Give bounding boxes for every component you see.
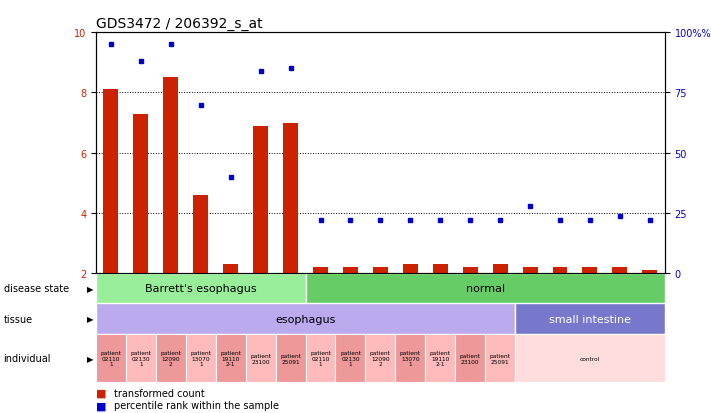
Text: individual: individual	[4, 353, 51, 363]
Bar	[425, 335, 455, 382]
Text: patient
02130
1: patient 02130 1	[340, 350, 361, 367]
Bar	[395, 335, 425, 382]
Bar	[104, 90, 119, 274]
Text: patient
19110
2-1: patient 19110 2-1	[220, 350, 241, 367]
Text: esophagus: esophagus	[275, 314, 336, 324]
Bar	[313, 268, 328, 274]
Text: ▶: ▶	[87, 354, 93, 363]
Bar	[306, 335, 336, 382]
Bar	[642, 271, 657, 274]
Bar	[126, 335, 156, 382]
Text: tissue: tissue	[4, 314, 33, 324]
Bar	[485, 335, 515, 382]
Text: disease state: disease state	[4, 284, 69, 294]
Bar	[463, 268, 478, 274]
Bar	[403, 265, 418, 274]
Bar	[612, 268, 627, 274]
Text: patient
12090
2: patient 12090 2	[161, 350, 181, 367]
Bar	[455, 335, 485, 382]
Bar	[493, 265, 508, 274]
Bar	[134, 114, 149, 274]
Bar	[306, 274, 665, 304]
Bar	[96, 274, 306, 304]
Bar	[343, 268, 358, 274]
Bar	[215, 335, 246, 382]
Bar	[582, 268, 597, 274]
Bar	[253, 126, 268, 274]
Bar	[96, 335, 126, 382]
Text: patient
13070
1: patient 13070 1	[191, 350, 211, 367]
Bar	[433, 265, 448, 274]
Text: percentile rank within the sample: percentile rank within the sample	[114, 400, 279, 410]
Text: patient
02110
1: patient 02110 1	[310, 350, 331, 367]
Bar	[515, 335, 665, 382]
Bar	[276, 335, 306, 382]
Bar	[373, 268, 388, 274]
Bar	[223, 265, 238, 274]
Text: patient
25091: patient 25091	[490, 353, 510, 364]
Text: GDS3472 / 206392_s_at: GDS3472 / 206392_s_at	[96, 17, 262, 31]
Text: control: control	[579, 356, 600, 361]
Bar	[193, 196, 208, 274]
Text: patient
23100: patient 23100	[250, 353, 271, 364]
Text: patient
13070
1: patient 13070 1	[400, 350, 421, 367]
Bar	[156, 335, 186, 382]
Text: patient
19110
2-1: patient 19110 2-1	[430, 350, 451, 367]
Text: ▶: ▶	[87, 284, 93, 293]
Bar	[336, 335, 365, 382]
Text: transformed count: transformed count	[114, 388, 205, 398]
Bar	[515, 304, 665, 335]
Text: ■: ■	[96, 388, 107, 398]
Text: patient
02110
1: patient 02110 1	[100, 350, 122, 367]
Bar	[523, 268, 538, 274]
Text: Barrett's esophagus: Barrett's esophagus	[145, 284, 257, 294]
Bar	[365, 335, 395, 382]
Bar	[283, 123, 298, 274]
Text: ■: ■	[96, 400, 107, 410]
Text: patient
25091: patient 25091	[280, 353, 301, 364]
Text: patient
02130
1: patient 02130 1	[130, 350, 151, 367]
Text: normal: normal	[466, 284, 505, 294]
Text: small intestine: small intestine	[549, 314, 631, 324]
Bar	[552, 268, 567, 274]
Bar	[164, 78, 178, 274]
Bar	[186, 335, 215, 382]
Text: ▶: ▶	[87, 315, 93, 323]
Bar	[96, 304, 515, 335]
Text: patient
23100: patient 23100	[460, 353, 481, 364]
Text: patient
12090
2: patient 12090 2	[370, 350, 391, 367]
Bar	[246, 335, 276, 382]
